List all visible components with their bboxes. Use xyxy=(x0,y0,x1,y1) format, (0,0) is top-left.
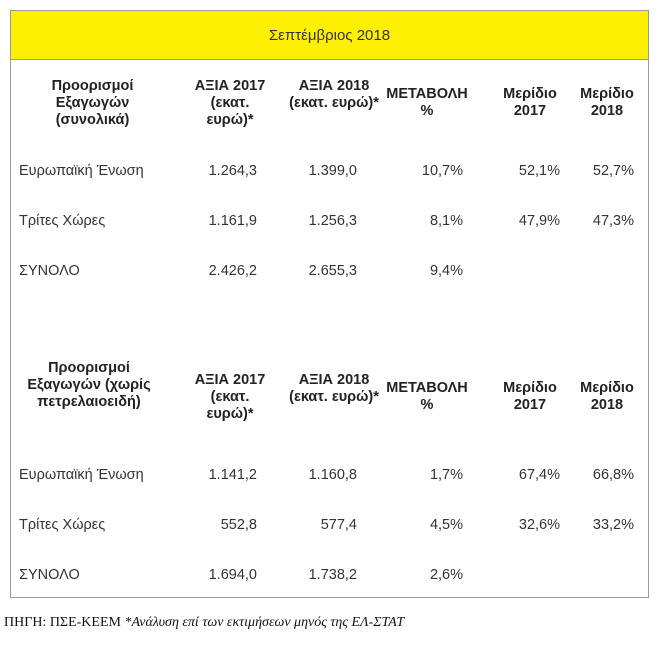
cell-share-2018: 52,7% xyxy=(592,163,634,179)
row-label: Τρίτες Χώρες xyxy=(19,213,106,229)
cell-value-2017: 1.141,2 xyxy=(208,467,257,483)
cell-change: 9,4% xyxy=(429,263,463,279)
cell-change: 10,7% xyxy=(421,163,463,179)
header-value-2017: ΑΞΙΑ 2017 (εκατ. ευρώ)* xyxy=(194,372,266,422)
header-value-2018: ΑΞΙΑ 2018 (εκατ. ευρώ)* xyxy=(289,372,379,405)
header-destinations: Προορισμοί Εξαγωγών (χωρίς πετρελαιοειδή… xyxy=(27,360,151,410)
cell-share-2017: 67,4% xyxy=(518,467,560,483)
cell-share-2017: 52,1% xyxy=(518,163,560,179)
cell-value-2018: 577,4 xyxy=(320,517,357,533)
cell-share-2017: 47,9% xyxy=(518,213,560,229)
header-value-2017: ΑΞΙΑ 2017 (εκατ. ευρώ)* xyxy=(194,78,266,128)
cell-value-2017: 2.426,2 xyxy=(208,263,257,279)
header-change: ΜΕΤΑΒΟΛΗ % xyxy=(386,86,468,119)
cell-share-2018: 47,3% xyxy=(592,213,634,229)
header-destinations: Προορισμοί Εξαγωγών (συνολικά) xyxy=(51,78,134,128)
cell-value-2018: 2.655,3 xyxy=(308,263,357,279)
header-change: ΜΕΤΑΒΟΛΗ % xyxy=(386,380,468,413)
source-footnote: ΠΗΓΗ: ΠΣΕ-ΚΕΕΜ *Ανάλυση επί των εκτιμήσε… xyxy=(4,615,404,631)
cell-value-2017: 1.161,9 xyxy=(208,213,257,229)
row-label: Ευρωπαϊκή Ένωση xyxy=(19,467,144,483)
cell-value-2018: 1.738,2 xyxy=(308,567,357,583)
cell-value-2018: 1.256,3 xyxy=(308,213,357,229)
cell-share-2017: 32,6% xyxy=(518,517,560,533)
cell-change: 1,7% xyxy=(429,467,463,483)
source-label: ΠΗΓΗ: ΠΣΕ-ΚΕΕΜ xyxy=(4,615,125,630)
cell-share-2018: 66,8% xyxy=(592,467,634,483)
row-label: Ευρωπαϊκή Ένωση xyxy=(19,163,144,179)
cell-change: 8,1% xyxy=(429,213,463,229)
header-share-2018: Μερίδιο 2018 xyxy=(580,86,634,119)
cell-value-2018: 1.160,8 xyxy=(308,467,357,483)
cell-change: 4,5% xyxy=(429,517,463,533)
exports-table-frame: Σεπτέμβριος 2018 Προορισμοί Εξαγωγών (συ… xyxy=(10,10,649,598)
cell-change: 2,6% xyxy=(429,567,463,583)
estimate-note: *Ανάλυση επί των εκτιμήσεων μηνός της ΕΛ… xyxy=(124,615,405,630)
table-title: Σεπτέμβριος 2018 xyxy=(11,11,648,60)
row-label: ΣΥΝΟΛΟ xyxy=(19,567,80,583)
cell-value-2018: 1.399,0 xyxy=(308,163,357,179)
cell-value-2017: 552,8 xyxy=(220,517,257,533)
cell-share-2018: 33,2% xyxy=(592,517,634,533)
header-share-2018: Μερίδιο 2018 xyxy=(580,380,634,413)
header-value-2018: ΑΞΙΑ 2018 (εκατ. ευρώ)* xyxy=(289,78,379,111)
cell-value-2017: 1.694,0 xyxy=(208,567,257,583)
row-label: ΣΥΝΟΛΟ xyxy=(19,263,80,279)
header-share-2017: Μερίδιο 2017 xyxy=(503,86,557,119)
header-share-2017: Μερίδιο 2017 xyxy=(503,380,557,413)
cell-value-2017: 1.264,3 xyxy=(208,163,257,179)
row-label: Τρίτες Χώρες xyxy=(19,517,106,533)
